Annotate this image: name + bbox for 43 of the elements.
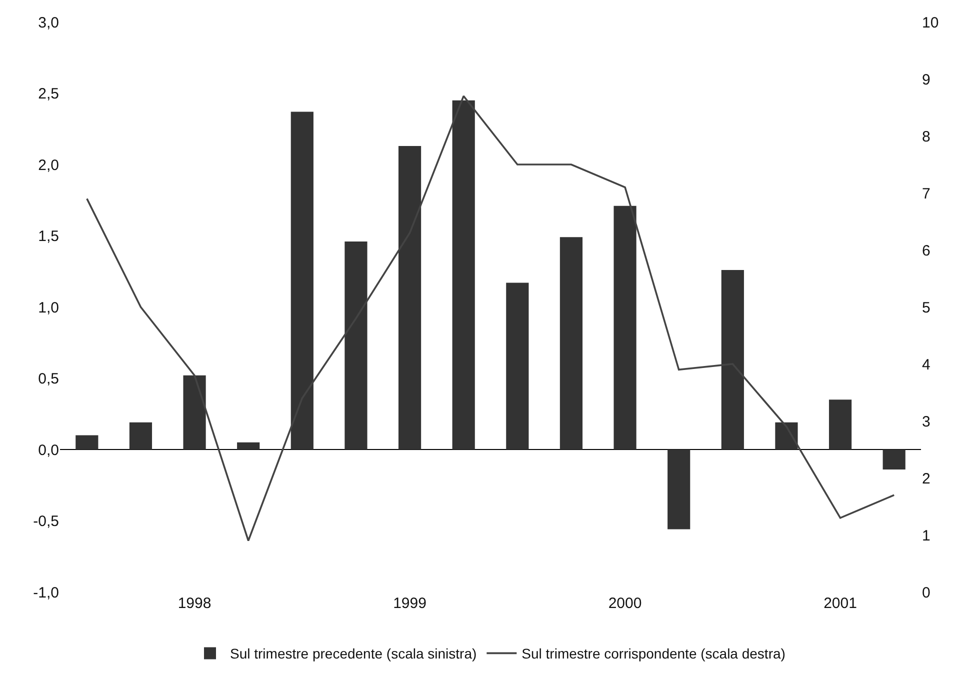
y-tick-label: 1,0 <box>38 299 59 316</box>
y2-tick-label: 3 <box>922 413 930 430</box>
y-tick-label: 0,5 <box>38 370 59 388</box>
y2-tick-label: 4 <box>922 356 930 374</box>
x-tick-label: 2001 <box>824 595 857 612</box>
bar <box>560 237 583 450</box>
y2-tick-label: 10 <box>922 14 939 32</box>
bar <box>344 241 368 450</box>
bar <box>237 442 260 450</box>
legend-label: Sul trimestre corrispondente (scala destra) <box>522 646 786 662</box>
x-tick-label: 1998 <box>178 595 212 612</box>
y-tick-label: 0,0 <box>38 442 59 459</box>
y-tick-label: 1,5 <box>38 228 59 245</box>
bar <box>775 422 798 450</box>
bar <box>721 270 744 450</box>
bar <box>882 450 906 470</box>
bar <box>183 375 206 450</box>
bar <box>506 282 529 450</box>
bar <box>290 112 314 450</box>
bar <box>398 146 422 450</box>
bar <box>129 422 152 450</box>
line-series <box>86 95 895 542</box>
y2-tick-label: 2 <box>922 470 930 488</box>
bar <box>76 435 98 450</box>
y2-tick-label: 9 <box>922 71 930 88</box>
y-tick-label: 2,0 <box>38 156 59 174</box>
y2-tick-label: 5 <box>922 299 930 316</box>
bar <box>668 450 690 530</box>
legend-label: Sul trimestre precedente (scala sinistra) <box>230 646 477 662</box>
y-tick-label: 2,5 <box>38 86 59 102</box>
y-tick-label: -1,0 <box>33 584 59 602</box>
y2-tick-label: 7 <box>922 185 930 202</box>
y2-tick-label: 1 <box>922 527 930 544</box>
bar <box>828 400 852 450</box>
x-tick-label: 2000 <box>608 595 642 612</box>
y2-tick-label: 6 <box>922 242 930 260</box>
bar <box>614 206 636 450</box>
y-tick-label: 3,0 <box>38 14 59 32</box>
x-tick-label: 1999 <box>393 595 426 612</box>
y-tick-label: -0,5 <box>33 513 59 530</box>
y2-tick-label: 0 <box>922 584 930 602</box>
y2-tick-label: 8 <box>922 128 930 146</box>
bar <box>452 100 475 450</box>
